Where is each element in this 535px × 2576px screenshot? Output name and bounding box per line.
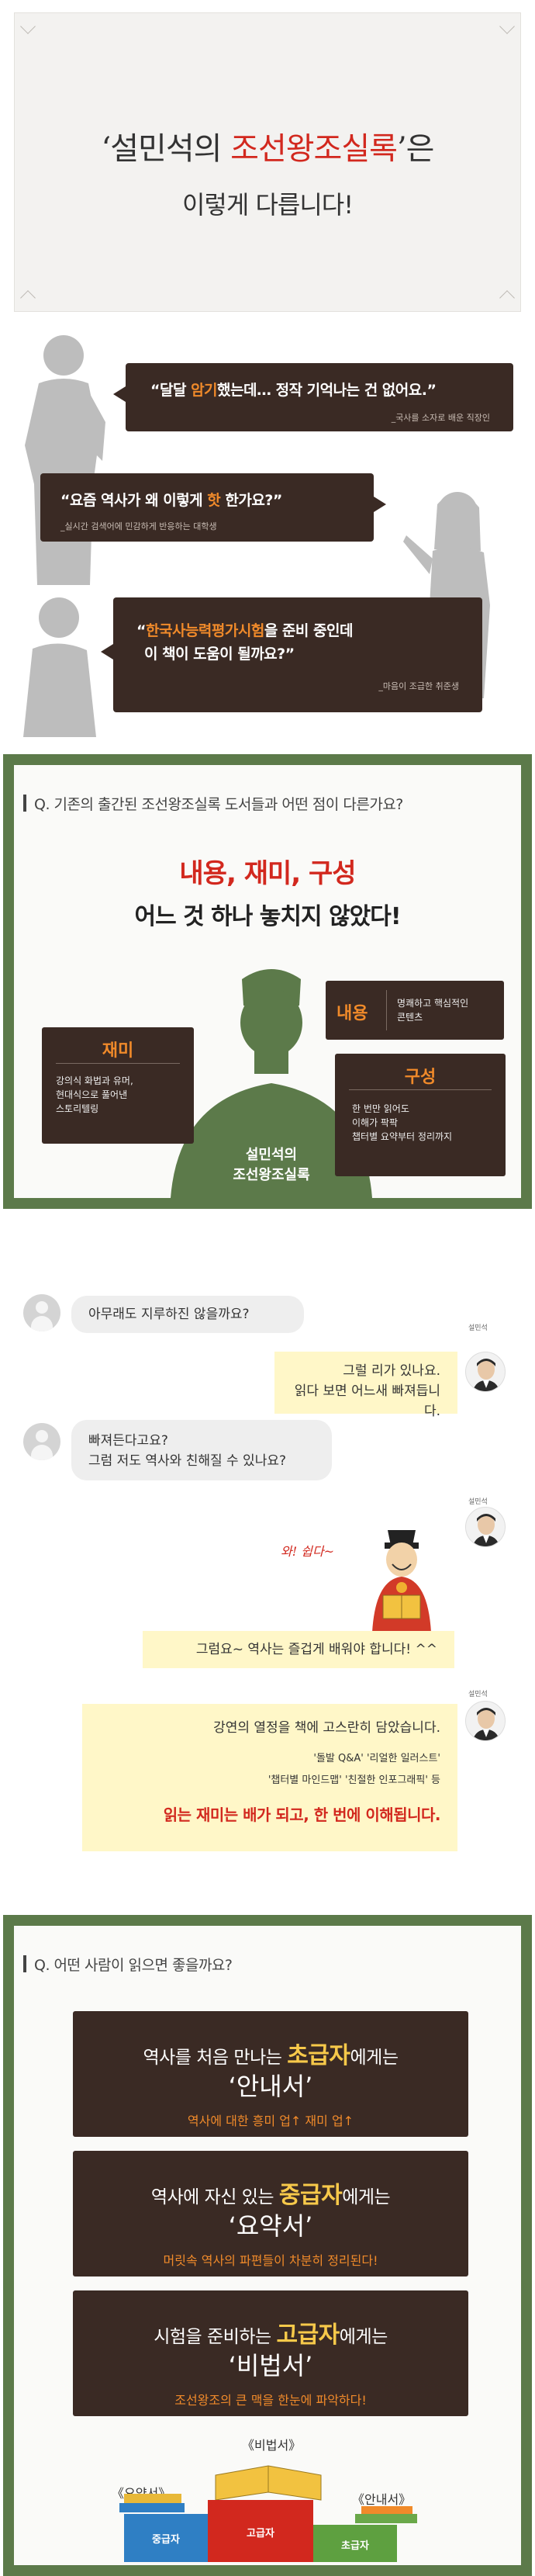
- level-box-beginner: 역사를 처음 만나는 초급자에게는 ‘안내서’ 역사에 대한 흥미 업↑ 재미 …: [73, 2011, 468, 2137]
- feature-desc: 강의식 화법과 유머,: [56, 1075, 133, 1086]
- book-type: ‘안내서’: [228, 2072, 313, 2101]
- center-label-1: 설민석의: [246, 1147, 297, 1163]
- feature-desc: 챕터별 요약부터 정리까지: [352, 1131, 453, 1142]
- center-label-2: 조선왕조실록: [233, 1167, 309, 1183]
- businessman-silhouette-icon: [25, 335, 105, 585]
- corner-ornament: [20, 19, 36, 34]
- difference-question: Q. 기존의 출간된 조선왕조실록 도서들과 어떤 점이 다른가요?: [23, 793, 403, 814]
- reader-avatar-icon: [23, 1294, 60, 1331]
- podium-step-beginner: 초급자: [313, 2525, 397, 2562]
- feature-desc: 스토리텔링: [56, 1103, 99, 1114]
- book-stack-icons: [119, 2465, 417, 2523]
- title-card: ‘설민석의 조선왕조실록’은 이렇게 다릅니다!: [14, 12, 521, 312]
- author-name: 설민석: [468, 1498, 488, 1506]
- chat-message-author: 그럼요~ 역사는 즐겁게 배워야 합니다! ^^: [143, 1631, 454, 1668]
- quote-speaker: _국사를 소자로 배운 직장인: [391, 413, 490, 423]
- podium-label-beginner: 《안내서》: [352, 2492, 412, 2507]
- headline-line1: ‘설민석의 조선왕조실록’은: [101, 131, 435, 167]
- chat-message-author-long: 강연의 열정을 책에 고스란히 담았습니다. '돌발 Q&A' '리얼한 일러스…: [82, 1704, 457, 1851]
- podium-step-intermediate: 중급자: [124, 2514, 208, 2562]
- chat-message-reader: 아무래도 지루하진 않을까요?: [71, 1296, 304, 1333]
- author-avatar-icon: [465, 1507, 506, 1547]
- feature-content-box: 내용 명쾌하고 핵심적인 콘텐츠: [326, 981, 504, 1040]
- corner-ornament: [499, 19, 515, 34]
- feature-fun-box: 재미 강의식 화법과 유머, 현대식으로 풀어낸 스토리텔링: [42, 1027, 194, 1144]
- benefit-text: 역사에 대한 흥미 업↑ 재미 업↑: [187, 2114, 354, 2128]
- reader-avatar-icon: [23, 1423, 60, 1460]
- feature-title: 내용: [337, 1004, 368, 1023]
- corner-ornament: [499, 290, 515, 306]
- book-title: 조선왕조실록: [230, 131, 398, 167]
- quote-text: “달달 암기했는데… 정작 기억나는 건 없어요.”: [150, 382, 437, 399]
- feature-desc: 한 번만 읽어도: [352, 1103, 409, 1114]
- quote-bubble-2: “요즘 역사가 왜 이렇게 핫 한가요?” _실시간 검색어에 민감하게 반응하…: [40, 473, 386, 542]
- quote-bubble-3: “한국사능력평가시험을 준비 중인데 이 책이 도움이 될까요?” _마음이 조…: [101, 597, 482, 712]
- chat-message-reader: 빠져든다고요? 그럼 저도 역사와 친해질 수 있나요?: [71, 1420, 332, 1480]
- reader-guide-question: Q. 어떤 사람이 읽으면 좋을까요?: [23, 1954, 233, 1975]
- level-box-advanced: 시험을 준비하는 고급자에게는 ‘비법서’ 조선왕조의 큰 맥을 한눈에 파악하…: [73, 2290, 468, 2416]
- level-box-intermediate: 역사에 자신 있는 중급자에게는 ‘요약서’ 머릿속 역사의 파편들이 차분히 …: [73, 2151, 468, 2277]
- difference-headline-red: 내용, 재미, 구성: [179, 858, 356, 889]
- author-avatar-icon: [465, 1352, 506, 1392]
- feature-structure-box: 구성 한 번만 읽어도 이해가 팍팍 챕터별 요약부터 정리까지: [335, 1054, 506, 1176]
- reader-guide-panel: Q. 어떤 사람이 읽으면 좋을까요? 역사를 처음 만나는 초급자에게는 ‘안…: [3, 1915, 532, 2576]
- author-name: 설민석: [468, 1324, 488, 1332]
- author-name: 설민석: [468, 1691, 488, 1698]
- quote-text-line2: 이 책이 도움이 될까요?”: [144, 646, 295, 663]
- podium-label-advanced: 《비법서》: [242, 2438, 302, 2453]
- scribble-text: 와! 쉽다~: [281, 1544, 335, 1559]
- feature-title: 구성: [404, 1068, 437, 1087]
- feature-title: 재미: [102, 1041, 134, 1061]
- king-silhouette-icon: 설민석의 조선왕조실록: [171, 969, 372, 1198]
- quote-speaker: _마음이 조급한 취준생: [378, 681, 459, 691]
- chat-message-author: 그럴 리가 있나요. 읽다 보면 어느새 빠져듭니다.: [274, 1352, 457, 1419]
- quote-text: “한국사능력평가시험을 준비 중인데: [136, 622, 353, 639]
- quote-bubble-1: “달달 암기했는데… 정작 기억나는 건 없어요.” _국사를 소자로 배운 직…: [113, 363, 513, 431]
- difference-panel: Q. 기존의 출간된 조선왕조실록 도서들과 어떤 점이 다른가요? 내용, 재…: [3, 754, 532, 1209]
- quote-text: “요즘 역사가 왜 이렇게 핫 한가요?”: [60, 492, 282, 509]
- jobseeker-silhouette-icon: [23, 597, 96, 737]
- benefit-text: 머릿속 역사의 파편들이 차분히 정리된다!: [163, 2253, 378, 2268]
- quote-speaker: _실시간 검색어에 민감하게 반응하는 대학생: [60, 521, 217, 531]
- feature-desc: 현대식으로 풀어낸: [56, 1089, 128, 1100]
- podium-step-advanced: 고급자: [208, 2500, 313, 2562]
- book-type: ‘비법서’: [228, 2351, 313, 2380]
- highlight-text: 읽는 재미는 배가 되고, 한 번에 이해됩니다.: [163, 1806, 441, 1824]
- author-avatar-icon: [465, 1701, 506, 1741]
- feature-desc: 이해가 팍팍: [352, 1117, 399, 1128]
- benefit-text: 조선왕조의 큰 맥을 한눈에 파악하다!: [174, 2393, 367, 2408]
- headline-line2: 이렇게 다릅니다!: [181, 190, 354, 220]
- feature-desc: 콘텐츠: [397, 1012, 423, 1023]
- corner-ornament: [20, 290, 36, 306]
- book-type: ‘요약서’: [228, 2211, 313, 2241]
- difference-headline: 어느 것 하나 놓치지 않았다!: [134, 903, 401, 930]
- king-cartoon-icon: [372, 1530, 431, 1633]
- feature-desc: 명쾌하고 핵심적인: [397, 998, 469, 1009]
